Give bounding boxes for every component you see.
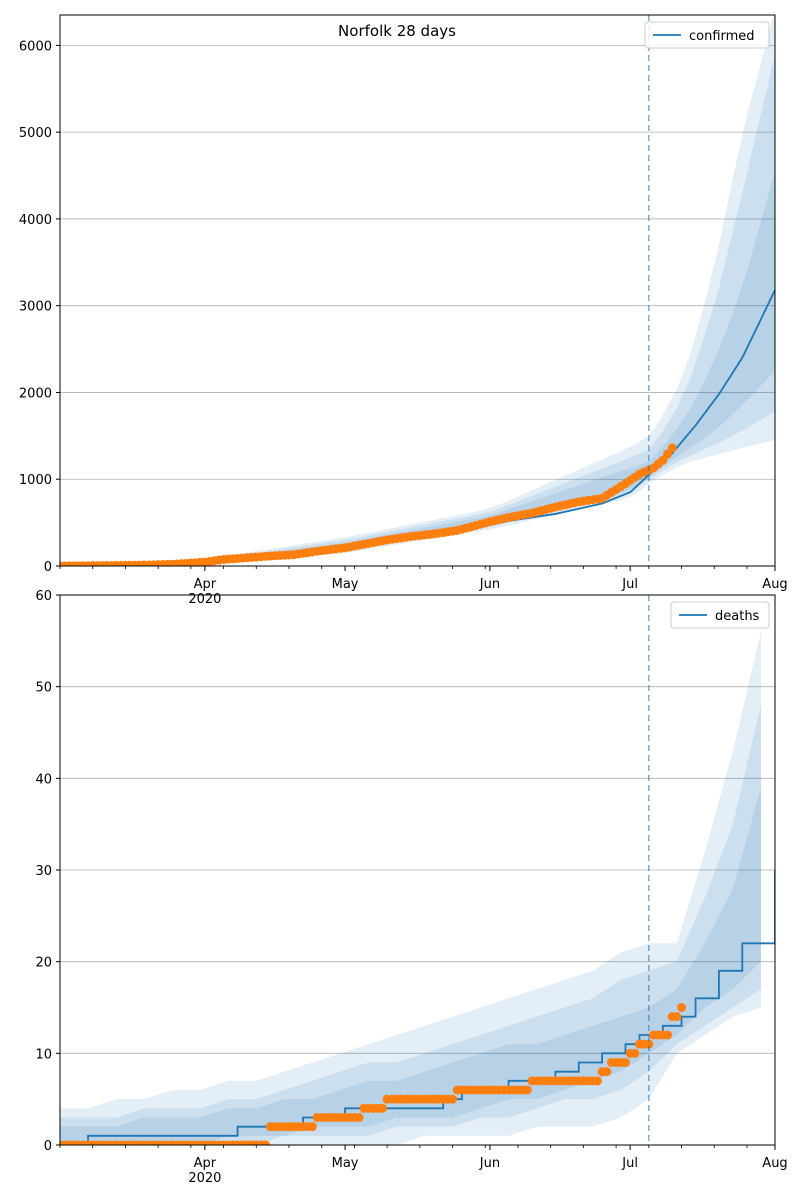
y-tick-label: 6000 xyxy=(19,39,52,54)
observed-point xyxy=(630,1048,640,1058)
uncertainty-band-50pct xyxy=(60,787,761,1145)
observed-point xyxy=(667,443,677,453)
y-tick-label: 0 xyxy=(44,1139,52,1154)
x-tick-label: Jun xyxy=(479,1156,500,1171)
y-tick-label: 0 xyxy=(44,560,52,575)
axes-frame xyxy=(59,14,776,567)
observed-point xyxy=(592,1076,602,1086)
x-tick-label: Aug xyxy=(762,1156,787,1171)
observed-point xyxy=(644,1039,654,1049)
x-tick-label: Apr xyxy=(194,1156,217,1171)
x-tick-sublabel: 2020 xyxy=(188,1171,221,1186)
legend-box xyxy=(670,601,770,629)
chart-title: Norfolk 28 days xyxy=(338,22,456,40)
observed-point xyxy=(658,455,668,465)
legend-box xyxy=(644,21,770,49)
uncertainty-band-95pct xyxy=(60,631,761,1145)
y-tick-label: 3000 xyxy=(19,300,52,315)
y-tick-label: 30 xyxy=(35,864,52,879)
x-tick-sublabel: 2020 xyxy=(188,592,221,607)
observed-point xyxy=(377,1103,387,1113)
deaths-median-line xyxy=(60,870,775,1145)
observed-point xyxy=(663,1030,673,1040)
observed-point xyxy=(261,1140,271,1145)
y-tick-label: 50 xyxy=(35,681,52,696)
y-tick-label: 5000 xyxy=(19,126,52,141)
x-tick-label: Aug xyxy=(762,577,787,592)
y-tick-label: 40 xyxy=(35,772,52,787)
plot-area xyxy=(60,15,775,566)
x-tick-label: May xyxy=(332,577,359,592)
x-tick-label: Apr xyxy=(194,577,217,592)
y-tick-label: 10 xyxy=(35,1047,52,1062)
plot-area xyxy=(60,631,775,1145)
observed-point xyxy=(354,1113,364,1122)
y-tick-label: 60 xyxy=(35,589,52,604)
y-tick-label: 20 xyxy=(35,956,52,971)
legend-label: deaths xyxy=(715,609,760,624)
x-tick-label: Jul xyxy=(621,577,638,592)
uncertainty-band-95pct xyxy=(60,15,775,566)
y-tick-label: 4000 xyxy=(19,213,52,228)
observed-point xyxy=(620,1058,630,1067)
observed-point xyxy=(307,1122,317,1132)
observed-point xyxy=(672,1012,682,1022)
observed-point xyxy=(448,1094,458,1104)
y-tick-label: 2000 xyxy=(19,386,52,401)
legend-label: confirmed xyxy=(689,29,755,44)
uncertainty-band-80pct xyxy=(60,705,761,1145)
x-tick-label: May xyxy=(332,1156,359,1171)
uncertainty-band-80pct xyxy=(60,54,775,566)
observed-point xyxy=(602,1067,612,1077)
x-tick-label: Jun xyxy=(479,577,500,592)
observed-point xyxy=(663,449,673,459)
uncertainty-band-50pct xyxy=(60,171,775,566)
observed-point xyxy=(522,1085,532,1095)
observed-point xyxy=(677,1003,687,1012)
y-tick-label: 1000 xyxy=(19,473,52,488)
x-tick-label: Jul xyxy=(621,1156,638,1171)
